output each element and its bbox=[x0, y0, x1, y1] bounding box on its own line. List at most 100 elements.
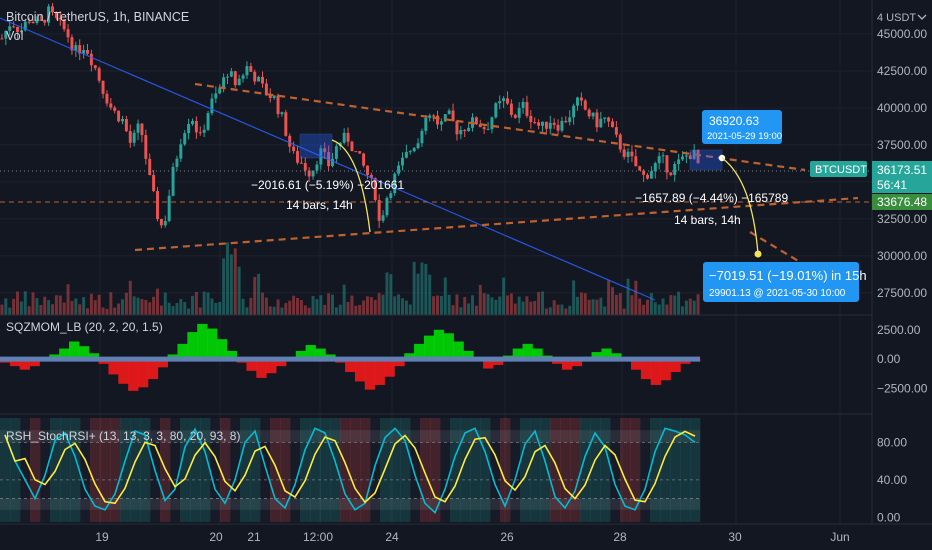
candle-body[interactable] bbox=[23, 21, 27, 31]
candle-body[interactable] bbox=[432, 115, 436, 117]
support-level-tag[interactable]: 33676.48 bbox=[872, 194, 932, 210]
candle-body[interactable] bbox=[373, 178, 377, 201]
candle-body[interactable] bbox=[35, 19, 39, 24]
candle-body[interactable] bbox=[191, 121, 194, 125]
candle-body[interactable] bbox=[509, 103, 513, 115]
candle-body[interactable] bbox=[618, 134, 622, 150]
candle-body[interactable] bbox=[156, 191, 159, 220]
candle-body[interactable] bbox=[198, 132, 202, 134]
candle-body[interactable] bbox=[62, 19, 66, 30]
candle-body[interactable] bbox=[486, 129, 490, 131]
candle-body[interactable] bbox=[237, 78, 241, 86]
projection-tools[interactable] bbox=[299, 133, 762, 258]
candle-body[interactable] bbox=[19, 30, 23, 33]
candle-body[interactable] bbox=[560, 120, 564, 131]
candle-body[interactable] bbox=[43, 19, 47, 23]
upper-dashed-trendline[interactable] bbox=[194, 82, 806, 172]
candle-body[interactable] bbox=[614, 127, 618, 135]
candle-body[interactable] bbox=[521, 101, 525, 108]
candle-body[interactable] bbox=[459, 129, 463, 135]
candle-body[interactable] bbox=[66, 29, 70, 38]
candle-body[interactable] bbox=[494, 103, 498, 118]
trend-lines[interactable] bbox=[0, 17, 872, 301]
candle-body[interactable] bbox=[478, 124, 482, 128]
candle-body[interactable] bbox=[451, 110, 455, 121]
candle-body[interactable] bbox=[159, 219, 163, 226]
candle-body[interactable] bbox=[136, 123, 140, 133]
candle-body[interactable] bbox=[607, 117, 611, 122]
candle-body[interactable] bbox=[393, 173, 397, 194]
candle-body[interactable] bbox=[140, 123, 144, 136]
price-axis[interactable]: 4 USDT 45000.00 42500.00 40000.00 37500.00 3… bbox=[810, 12, 932, 524]
candle-body[interactable] bbox=[677, 159, 681, 164]
candle-body[interactable] bbox=[206, 113, 210, 130]
candle-body[interactable] bbox=[490, 117, 494, 130]
candle-body[interactable] bbox=[315, 164, 319, 171]
candle-body[interactable] bbox=[39, 19, 43, 21]
current-price-tag[interactable]: BTCUSDT 36173.51 56:41 bbox=[810, 161, 932, 193]
candle-body[interactable] bbox=[576, 97, 579, 106]
candle-body[interactable] bbox=[591, 112, 595, 117]
candle-body[interactable] bbox=[346, 132, 350, 142]
candle-body[interactable] bbox=[548, 122, 552, 129]
candle-body[interactable] bbox=[229, 71, 233, 77]
target-callout[interactable]: −7019.51 (−19.01%) in 15h 29901.13 @ 202… bbox=[703, 262, 867, 302]
candle-body[interactable] bbox=[109, 103, 113, 108]
candle-body[interactable] bbox=[163, 221, 167, 226]
candle-body[interactable] bbox=[101, 80, 105, 94]
candle-body[interactable] bbox=[529, 115, 533, 123]
candle-body[interactable] bbox=[579, 97, 583, 101]
candle-body[interactable] bbox=[89, 53, 93, 66]
candle-body[interactable] bbox=[502, 98, 506, 102]
candle-body[interactable] bbox=[97, 68, 101, 81]
candle-body[interactable] bbox=[233, 71, 237, 86]
candle-body[interactable] bbox=[696, 150, 700, 164]
top-callout[interactable]: 36920.63 2021-05-29 19:00 bbox=[702, 110, 782, 144]
candle-body[interactable] bbox=[350, 141, 354, 152]
projection-curve-1[interactable] bbox=[331, 139, 371, 233]
candle-body[interactable] bbox=[439, 121, 443, 125]
candle-body[interactable] bbox=[78, 45, 82, 54]
candle-body[interactable] bbox=[27, 21, 31, 23]
candle-body[interactable] bbox=[401, 157, 404, 166]
candle-body[interactable] bbox=[280, 112, 284, 115]
volume-label[interactable]: Vol bbox=[6, 29, 23, 43]
candle-body[interactable] bbox=[595, 112, 599, 128]
candle-body[interactable] bbox=[245, 66, 249, 76]
candle-body[interactable] bbox=[331, 158, 334, 167]
candle-body[interactable] bbox=[385, 198, 389, 216]
price-candles[interactable] bbox=[0, 3, 700, 229]
candle-body[interactable] bbox=[669, 172, 673, 175]
candle-body[interactable] bbox=[443, 114, 447, 122]
candle-body[interactable] bbox=[268, 95, 272, 98]
candle-body[interactable] bbox=[117, 110, 121, 122]
candle-body[interactable] bbox=[299, 162, 303, 164]
candle-body[interactable] bbox=[124, 118, 128, 132]
candle-body[interactable] bbox=[51, 6, 54, 13]
candle-body[interactable] bbox=[634, 156, 638, 167]
candle-body[interactable] bbox=[8, 26, 12, 31]
candle-body[interactable] bbox=[424, 117, 428, 131]
candle-body[interactable] bbox=[187, 124, 191, 134]
candle-body[interactable] bbox=[611, 121, 614, 128]
candle-body[interactable] bbox=[47, 6, 51, 23]
candle-body[interactable] bbox=[16, 26, 19, 33]
candle-body[interactable] bbox=[284, 112, 288, 136]
candle-body[interactable] bbox=[474, 117, 478, 125]
currency-label[interactable]: 4 USDT bbox=[877, 12, 916, 24]
candle-body[interactable] bbox=[105, 93, 109, 104]
candle-body[interactable] bbox=[264, 83, 268, 96]
candle-body[interactable] bbox=[148, 158, 152, 176]
candle-body[interactable] bbox=[404, 151, 408, 158]
candle-body[interactable] bbox=[323, 148, 327, 153]
candle-body[interactable] bbox=[175, 158, 179, 167]
candle-body[interactable] bbox=[649, 171, 653, 179]
candle-body[interactable] bbox=[498, 101, 502, 104]
candle-body[interactable] bbox=[552, 122, 556, 125]
candle-body[interactable] bbox=[241, 75, 245, 79]
candle-body[interactable] bbox=[622, 149, 626, 157]
candle-body[interactable] bbox=[257, 76, 261, 82]
candle-body[interactable] bbox=[513, 114, 517, 118]
candle-body[interactable] bbox=[121, 118, 124, 122]
